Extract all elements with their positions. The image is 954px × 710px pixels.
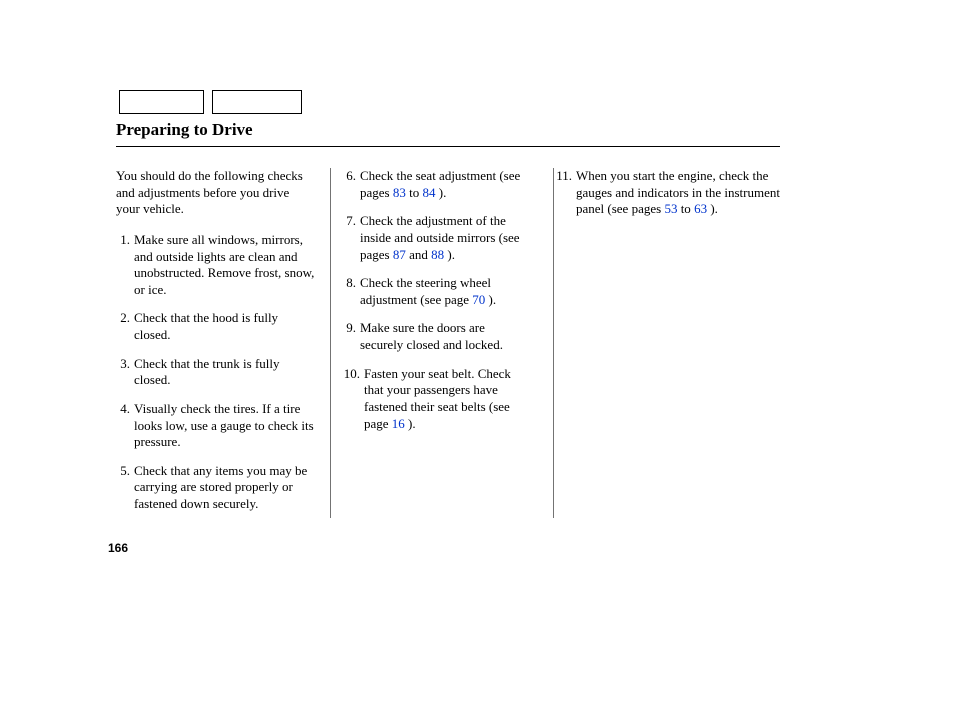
- header-tab-2: [212, 90, 302, 114]
- intro-text: You should do the following checks and a…: [116, 168, 316, 218]
- page-link[interactable]: 63: [694, 201, 707, 216]
- list-item: 11. When you start the engine, check the…: [554, 168, 780, 218]
- list-item: 8. Check the steering wheel adjustment (…: [342, 275, 530, 308]
- item-text: Check that any items you may be carrying…: [134, 463, 316, 513]
- page-link[interactable]: 83: [393, 185, 406, 200]
- item-text: When you start the engine, check the gau…: [576, 168, 780, 218]
- list-item: 2. Check that the hood is fully closed.: [116, 310, 316, 343]
- page-link[interactable]: 53: [664, 201, 677, 216]
- text-segment: to: [677, 201, 694, 216]
- item-number: 11.: [554, 168, 576, 218]
- text-segment: ).: [435, 185, 446, 200]
- page-link[interactable]: 16: [392, 416, 405, 431]
- text-segment: ).: [485, 292, 496, 307]
- item-text: Check the seat adjustment (see pages 83 …: [360, 168, 530, 201]
- text-segment: and: [406, 247, 431, 262]
- item-number: 3.: [116, 356, 134, 389]
- item-number: 4.: [116, 401, 134, 451]
- list-item: 9. Make sure the doors are securely clos…: [342, 320, 530, 353]
- list-item: 3. Check that the trunk is fully closed.: [116, 356, 316, 389]
- item-text: Check the adjustment of the inside and o…: [360, 213, 530, 263]
- item-number: 10.: [342, 366, 364, 433]
- list-item: 10. Fasten your seat belt. Check that yo…: [342, 366, 530, 433]
- item-text: Check that the trunk is fully closed.: [134, 356, 316, 389]
- item-number: 6.: [342, 168, 360, 201]
- page-link[interactable]: 70: [472, 292, 485, 307]
- manual-page: Preparing to Drive You should do the fol…: [0, 0, 954, 710]
- item-number: 7.: [342, 213, 360, 263]
- page-link[interactable]: 87: [393, 247, 406, 262]
- text-segment: ).: [707, 201, 718, 216]
- item-number: 9.: [342, 320, 360, 353]
- list-item: 6. Check the seat adjustment (see pages …: [342, 168, 530, 201]
- column-1: You should do the following checks and a…: [116, 168, 328, 525]
- text-segment: ).: [405, 416, 416, 431]
- page-number: 166: [108, 541, 128, 555]
- item-number: 5.: [116, 463, 134, 513]
- page-link[interactable]: 88: [431, 247, 444, 262]
- header-tab-1: [119, 90, 204, 114]
- list-item: 4. Visually check the tires. If a tire l…: [116, 401, 316, 451]
- page-title-area: Preparing to Drive: [116, 120, 780, 147]
- item-text: Make sure the doors are securely closed …: [360, 320, 530, 353]
- page-link[interactable]: 84: [422, 185, 435, 200]
- item-text: Fasten your seat belt. Check that your p…: [364, 366, 530, 433]
- item-number: 8.: [342, 275, 360, 308]
- column-2: 6. Check the seat adjustment (see pages …: [328, 168, 540, 525]
- list-item: 1. Make sure all windows, mirrors, and o…: [116, 232, 316, 299]
- content-columns: You should do the following checks and a…: [116, 168, 780, 525]
- page-title: Preparing to Drive: [116, 120, 780, 140]
- list-item: 7. Check the adjustment of the inside an…: [342, 213, 530, 263]
- item-number: 2.: [116, 310, 134, 343]
- text-segment: to: [406, 185, 423, 200]
- text-segment: ).: [444, 247, 455, 262]
- item-text: Visually check the tires. If a tire look…: [134, 401, 316, 451]
- text-segment: Fasten your seat belt. Check that your p…: [364, 366, 511, 431]
- item-text: Check the steering wheel adjustment (see…: [360, 275, 530, 308]
- item-text: Make sure all windows, mirrors, and outs…: [134, 232, 316, 299]
- header-tabs: [119, 90, 302, 114]
- item-number: 1.: [116, 232, 134, 299]
- list-item: 5. Check that any items you may be carry…: [116, 463, 316, 513]
- column-3: 11. When you start the engine, check the…: [540, 168, 780, 525]
- item-text: Check that the hood is fully closed.: [134, 310, 316, 343]
